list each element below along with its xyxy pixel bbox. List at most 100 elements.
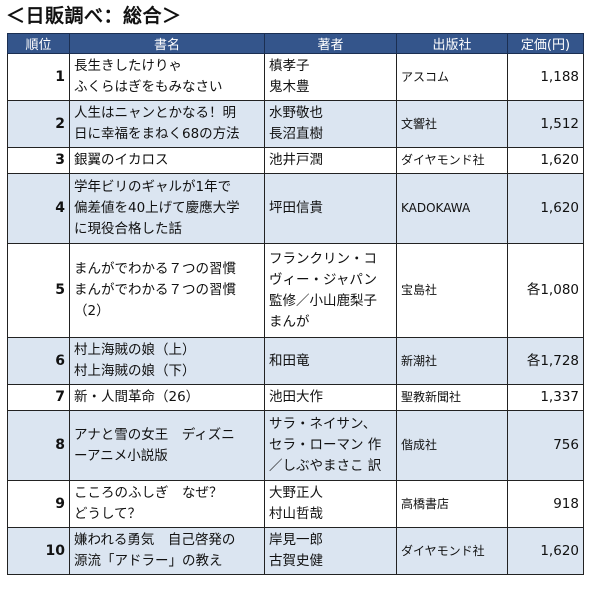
- table-row: 2 人生はニャンとかなる！明 日に幸福をまねく68の方法 水野敬也 長沼直樹 文響社 1,5…: [7, 100, 584, 148]
- table-row: 3 銀翼のイカロス 池井戸潤 ダイヤモンド社 1,620: [7, 147, 584, 174]
- rank-cell: 3: [7, 147, 70, 174]
- author-line: 監修／小山鹿梨子: [269, 292, 377, 309]
- title-line: どうして？: [74, 506, 142, 522]
- author-line: 古賀史健: [269, 553, 323, 569]
- title-line: 嫌われる勇気 自己啓発の: [74, 532, 236, 548]
- title-cell: 銀翼のイカロス: [69, 147, 265, 174]
- publisher-cell: 宝島社: [396, 243, 508, 338]
- price-cell: 1,620: [507, 527, 584, 575]
- title-line: 村上海賊の娘（上）: [74, 342, 196, 358]
- rank-cell: 10: [7, 527, 70, 575]
- rank-cell: 9: [7, 480, 70, 528]
- price-cell: 918: [507, 480, 584, 528]
- title-line: 人生はニャンとかなる！明: [74, 105, 236, 121]
- author-cell: 岸見一郎 古賀史健: [264, 527, 397, 575]
- title-cell: アナと雪の女王 ディズニ ーアニメ小説版: [69, 410, 265, 481]
- title-cell: まんがでわかる７つの習慣 まんがでわかる７つの習慣 （2）: [69, 243, 265, 338]
- table-row: 8 アナと雪の女王 ディズニ ーアニメ小説版 サラ・ネイサン、 セラ・ローマン 作／しぶ…: [7, 410, 584, 481]
- table-row: 5 まんがでわかる７つの習慣 まんがでわかる７つの習慣 （2） フランクリン・コ ヴィー・…: [7, 243, 584, 338]
- price-cell: 1,512: [507, 100, 584, 148]
- author-cell: サラ・ネイサン、 セラ・ローマン 作 ／しぶやまさこ 訳: [264, 410, 397, 481]
- rank-cell: 5: [7, 243, 70, 338]
- author-line: サラ・ネイサン、: [269, 416, 377, 432]
- author-cell: 和田竜: [264, 337, 397, 385]
- author-line: セラ・ローマン 作: [269, 437, 382, 453]
- author-line: 槙孝子: [269, 58, 310, 74]
- author-cell: 池井戸潤: [264, 147, 397, 174]
- header-rank: 順位: [7, 33, 70, 54]
- price-cell: 1,620: [507, 173, 584, 244]
- title-line: 学年ビリのギャルが1年で: [74, 179, 232, 195]
- author-line: 坪田信貴: [269, 200, 323, 216]
- publisher-cell: 文響社: [396, 100, 508, 148]
- publisher-cell: KADOKAWA: [396, 173, 508, 244]
- title-line: アナと雪の女王 ディズニ: [74, 426, 235, 443]
- title-line: に現役合格した話: [74, 221, 182, 237]
- title-line: 銀翼のイカロス: [74, 152, 169, 168]
- author-cell: 坪田信貴: [264, 173, 397, 244]
- ranking-table: 順位 書名 著者 出版社 定価(円) 1 長生きしたけりゃふくらはぎをもみなさい 槙…: [7, 33, 584, 575]
- price-cell: 1,188: [507, 53, 584, 101]
- author-cell: フランクリン・コ ヴィー・ジャパン 監修／小山鹿梨子 まんが: [264, 243, 397, 338]
- rank-cell: 8: [7, 410, 70, 481]
- publisher-cell: 偕成社: [396, 410, 508, 481]
- title-line: 偏差値を40上げて慶應大学: [74, 200, 240, 216]
- author-line: 岸見一郎: [269, 532, 323, 548]
- rank-cell: 7: [7, 384, 70, 411]
- header-publisher: 出版社: [396, 33, 508, 54]
- author-line: フランクリン・コ: [269, 250, 377, 267]
- title-line: （2）: [74, 303, 110, 319]
- author-cell: 池田大作: [264, 384, 397, 411]
- title-line: ーアニメ小説版: [74, 447, 168, 464]
- author-line: 村山哲哉: [269, 506, 323, 522]
- price-cell: 1,620: [507, 147, 584, 174]
- author-cell: 槙孝子 鬼木豊: [264, 53, 397, 101]
- ranking-body: 1 長生きしたけりゃ ふくらはぎをもみなさい 槙孝子 鬼木豊 アスコム 1,188 2 人生はニ…: [7, 53, 584, 575]
- publisher-cell: アスコム: [396, 53, 508, 101]
- publisher-cell: 新潮社: [396, 337, 508, 385]
- page-title: ＜日販調べ：総合＞: [6, 5, 182, 27]
- title-line: 日に幸福をまねく68の方法: [74, 126, 240, 142]
- price-cell: 各1,080: [507, 243, 584, 338]
- title-line: ふくらはぎをもみなさい: [74, 79, 223, 95]
- title-line: まんがでわかる７つの習慣: [74, 282, 236, 298]
- publisher-cell: 高橋書店: [396, 480, 508, 528]
- table-row: 1 長生きしたけりゃ ふくらはぎをもみなさい 槙孝子 鬼木豊 アスコム 1,188: [7, 53, 584, 101]
- author-line: 和田竜: [269, 352, 310, 369]
- title-line: 新・人間革命（26）: [74, 389, 200, 405]
- author-cell: 水野敬也 長沼直樹: [264, 100, 397, 148]
- title-line: 源流「アドラー」の教え: [74, 553, 223, 569]
- title-cell: 学年ビリのギャルが1年で 偏差値を40上げて慶應大学 に現役合格した話: [69, 173, 265, 244]
- author-cell: 大野正人 村山哲哉: [264, 480, 397, 528]
- rank-cell: 2: [7, 100, 70, 148]
- title-cell: 新・人間革命（26）: [69, 384, 265, 411]
- title-line: 長生きしたけりゃ: [74, 58, 182, 74]
- publisher-cell: ダイヤモンド社: [396, 147, 508, 174]
- author-line: 池田大作: [269, 389, 323, 405]
- author-line: 池井戸潤: [269, 152, 323, 168]
- title-cell: 人生はニャンとかなる！明 日に幸福をまねく68の方法: [69, 100, 265, 148]
- table-row: 7 新・人間革命（26） 池田大作 聖教新聞社 1,337: [7, 384, 584, 411]
- table-row: 9 こころのふしぎ なぜ？ どうして？ 大野正人 村山哲哉 高橋書店 918: [7, 480, 584, 528]
- header-author: 著者: [264, 33, 397, 54]
- price-cell: 756: [507, 410, 584, 481]
- publisher-cell: ダイヤモンド社: [396, 527, 508, 575]
- author-line: ／しぶやまさこ 訳: [269, 458, 382, 474]
- price-cell: 1,337: [507, 384, 584, 411]
- rank-cell: 6: [7, 337, 70, 385]
- rank-cell: 1: [7, 53, 70, 101]
- author-line: 鬼木豊: [269, 79, 310, 95]
- author-line: 長沼直樹: [269, 126, 323, 142]
- author-line: ヴィー・ジャパン: [269, 271, 377, 288]
- table-row: 4 学年ビリのギャルが1年で 偏差値を40上げて慶應大学 に現役合格した話 坪田信貴 KA…: [7, 173, 584, 244]
- table-row: 6 村上海賊の娘（上） 村上海賊の娘（下） 和田竜 新潮社 各1,728: [7, 337, 584, 385]
- title-line: こころのふしぎ なぜ？: [74, 485, 223, 501]
- price-cell: 各1,728: [507, 337, 584, 385]
- header-title: 書名: [69, 33, 265, 54]
- title-cell: 村上海賊の娘（上） 村上海賊の娘（下）: [69, 337, 265, 385]
- title-cell: 嫌われる勇気 自己啓発の 源流「アドラー」の教え: [69, 527, 265, 575]
- title-line: 村上海賊の娘（下）: [74, 363, 196, 379]
- rank-cell: 4: [7, 173, 70, 244]
- header-price: 定価(円): [507, 33, 584, 54]
- author-line: 大野正人: [269, 485, 323, 501]
